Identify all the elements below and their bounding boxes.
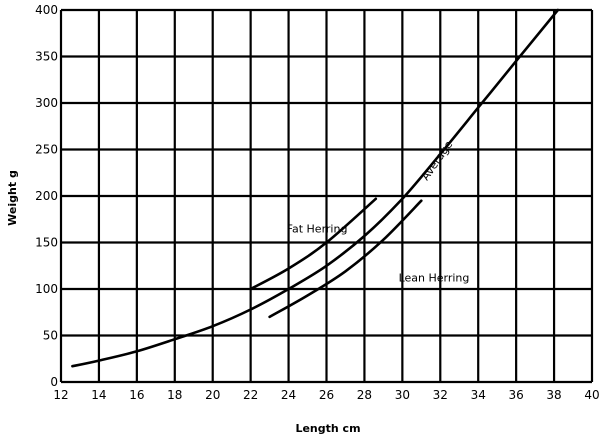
y-tick-label: 0 [50, 375, 58, 389]
x-axis-label: Length cm [295, 422, 360, 435]
x-tick-label: 24 [281, 388, 296, 402]
x-tick-label: 22 [243, 388, 258, 402]
x-tick-label: 20 [205, 388, 220, 402]
annotation-label: Fat Herring [287, 222, 348, 235]
series-line-fat-herring [249, 197, 378, 291]
x-tick-label: 14 [91, 388, 106, 402]
x-tick-label: 40 [584, 388, 599, 402]
annotation-label: Lean Herring [399, 272, 470, 285]
series-line-lean-herring [268, 199, 423, 319]
y-tick-label: 100 [35, 282, 58, 296]
series-line-average [71, 8, 560, 368]
x-tick-label: 38 [546, 388, 561, 402]
x-tick-label: 36 [509, 388, 524, 402]
x-tick-label: 26 [319, 388, 334, 402]
y-axis-label: Weight g [6, 170, 19, 226]
y-tick-label: 50 [43, 329, 58, 343]
x-tick-label: 34 [471, 388, 486, 402]
x-tick-label: 28 [357, 388, 372, 402]
x-tick-label: 16 [129, 388, 144, 402]
y-tick-label: 400 [35, 3, 58, 17]
x-tick-label: 30 [395, 388, 410, 402]
annotation-label: Average [419, 138, 456, 183]
annotations: Average Fat Herring Lean Herring [287, 138, 470, 284]
grid [59, 8, 594, 384]
y-tick-label: 150 [35, 236, 58, 250]
curves [71, 8, 560, 368]
x-tick-label: 32 [433, 388, 448, 402]
y-tick-label: 300 [35, 96, 58, 110]
tick-labels: 12 14 16 18 20 22 24 26 28 30 32 34 36 38 400501001502… [35, 3, 599, 402]
x-tick-label: 12 [53, 388, 68, 402]
y-tick-label: 250 [35, 143, 58, 157]
y-tick-label: 350 [35, 50, 58, 64]
y-tick-label: 200 [35, 189, 58, 203]
x-tick-label: 18 [167, 388, 182, 402]
